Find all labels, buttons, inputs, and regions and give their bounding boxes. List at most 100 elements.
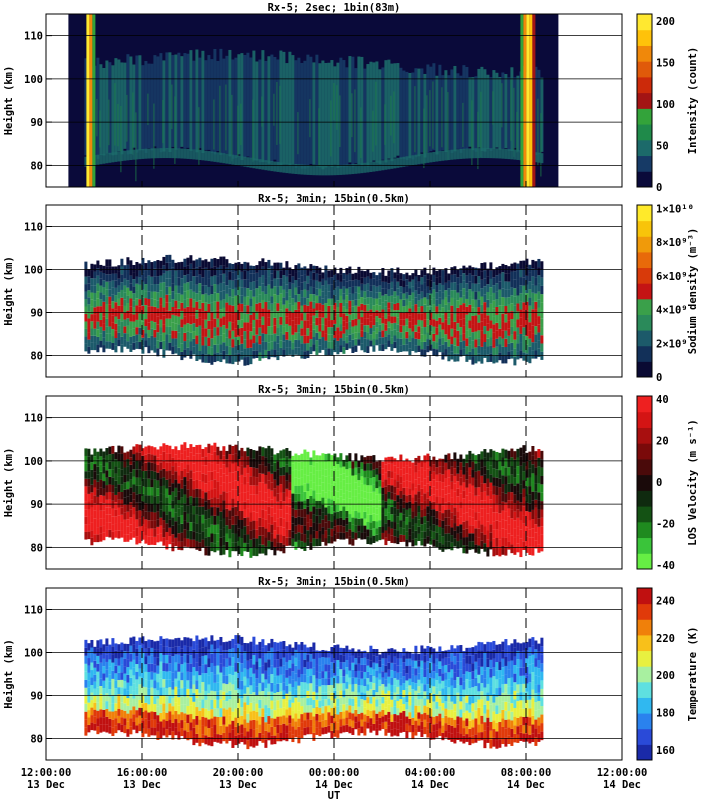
heatmap-cell: [132, 499, 136, 508]
heatmap-cell: [234, 320, 238, 329]
heatmap-cell: [459, 305, 463, 313]
heatmap-cell: [150, 343, 154, 351]
heatmap-cell: [108, 507, 112, 515]
heatmap-cell: [222, 446, 226, 456]
heatmap-cell: [111, 461, 115, 470]
heatmap-cell: [342, 320, 346, 327]
heatmap-cell: [129, 677, 133, 686]
heatmap-cell: [291, 538, 295, 547]
heatmap-cell: [105, 701, 109, 709]
heatmap-cell: [288, 450, 292, 459]
heatmap-cell: [348, 266, 352, 274]
heatmap-cell: [90, 722, 94, 731]
heatmap-cell: [315, 165, 319, 176]
heatmap-cell: [258, 535, 262, 545]
heatmap-cell: [273, 262, 277, 271]
heatmap-cell: [201, 277, 205, 286]
heatmap-cell: [147, 298, 151, 307]
heatmap-cell: [198, 274, 202, 284]
heatmap-cell: [513, 271, 517, 280]
heatmap-cell: [198, 692, 202, 702]
heatmap-cell: [243, 270, 247, 280]
heatmap-cell: [174, 686, 178, 695]
heatmap-cell: [123, 333, 127, 340]
heatmap-cell: [297, 263, 301, 272]
heatmap-cell: [465, 545, 469, 554]
heatmap-cell: [129, 693, 133, 703]
heatmap-cell: [471, 541, 475, 550]
heatmap-cell: [372, 455, 376, 463]
heatmap-cell: [225, 346, 229, 355]
heatmap-cell: [393, 458, 397, 466]
heatmap-cell: [192, 727, 196, 737]
heatmap-cell: [246, 157, 250, 168]
heatmap-cell: [246, 731, 250, 741]
heatmap-cell: [90, 522, 94, 531]
heatmap-cell: [279, 666, 283, 675]
heatmap-cell: [96, 329, 100, 337]
heatmap-cell: [255, 720, 259, 729]
heatmap-cell: [423, 341, 427, 350]
heatmap-cell: [156, 464, 160, 473]
heatmap-cell: [327, 483, 331, 491]
heatmap-cell: [90, 677, 94, 686]
heatmap-cell: [294, 339, 298, 348]
heatmap-cell: [300, 335, 304, 344]
heatmap-cell: [267, 667, 271, 676]
heatmap-cell: [171, 299, 175, 307]
heatmap-cell: [537, 267, 541, 276]
heatmap-cells: [84, 442, 544, 558]
heatmap-cell: [222, 732, 226, 742]
heatmap-cell: [120, 642, 124, 650]
heatmap-cell: [210, 709, 214, 719]
heatmap-cell: [483, 508, 487, 518]
heatmap-cell: [489, 541, 493, 550]
heatmap-cell: [141, 711, 145, 721]
heatmap-cell: [231, 516, 235, 525]
heatmap-cell: [528, 330, 532, 339]
heatmap-cell: [105, 266, 109, 275]
heatmap-cell: [453, 538, 457, 547]
heatmap-cell: [354, 279, 358, 287]
heatmap-cell: [423, 470, 427, 479]
heatmap-cell: [252, 343, 256, 351]
heatmap-cell: [429, 274, 433, 281]
heatmap-cell: [447, 453, 451, 462]
heatmap-cell: [186, 697, 190, 707]
heatmap-cell: [303, 491, 307, 501]
heatmap-cell: [288, 498, 292, 507]
heatmap-cell: [180, 479, 184, 489]
heatmap-cell: [477, 111, 479, 170]
heatmap-cell: [132, 446, 136, 455]
heatmap-cell: [228, 472, 232, 483]
heatmap-cell: [132, 469, 136, 477]
heatmap-cell: [144, 495, 148, 504]
heatmap-cell: [165, 278, 169, 287]
heatmap-cell: [273, 56, 277, 160]
heatmap-cell: [402, 156, 406, 167]
heatmap-cell: [252, 289, 256, 297]
heatmap-cell: [183, 332, 187, 342]
heatmap-cell: [126, 295, 130, 304]
heatmap-cell: [474, 267, 478, 276]
heatmap-cell: [474, 148, 478, 159]
heatmap-cell: [258, 708, 262, 717]
heatmap-cell: [273, 650, 277, 660]
heatmap-cell: [321, 497, 325, 505]
heatmap-cell: [144, 535, 148, 544]
heatmap-cell: [210, 267, 214, 277]
heatmap-cell: [480, 508, 484, 517]
heatmap-cell: [429, 459, 433, 467]
heatmap-cell: [417, 332, 421, 340]
heatmap-cell: [120, 522, 124, 531]
heatmap-cell: [174, 148, 178, 159]
heatmap-cell: [312, 522, 316, 531]
heatmap-cell: [366, 455, 370, 464]
heatmap-cell: [333, 497, 337, 505]
heatmap-cell: [501, 338, 505, 347]
heatmap-cell: [291, 470, 295, 479]
heatmap-cell: [531, 259, 535, 269]
heatmap-cell: [249, 720, 253, 730]
heatmap-cell: [276, 469, 280, 478]
heatmap-cell: [222, 325, 226, 334]
